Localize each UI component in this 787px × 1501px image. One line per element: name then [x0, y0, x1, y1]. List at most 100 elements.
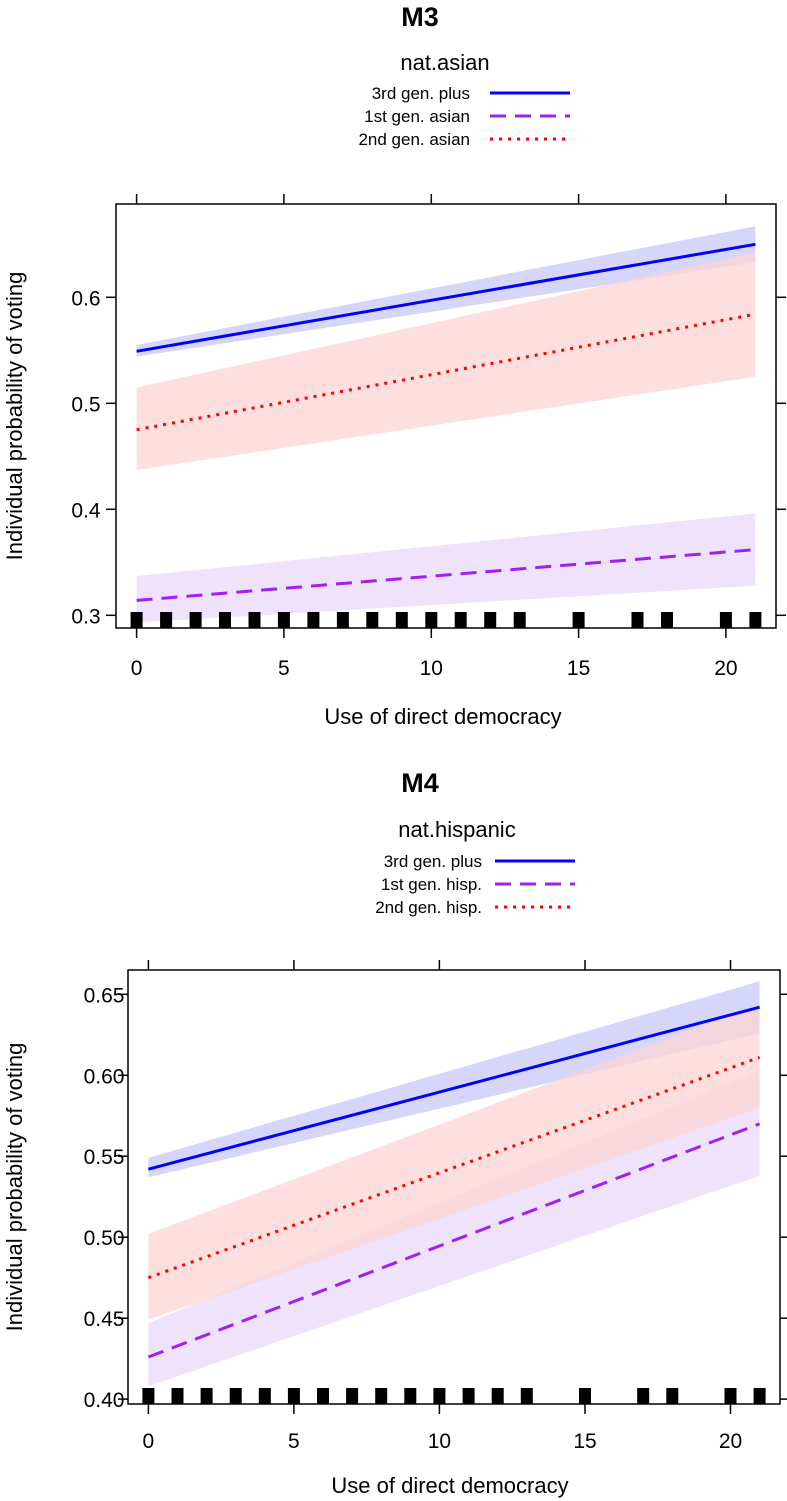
rug-marks-m3	[130, 612, 762, 628]
rug-mark	[666, 1388, 679, 1404]
series-lines-m4	[147, 1005, 761, 1359]
series-line-3rd-gen-m4	[148, 1005, 760, 1171]
y-axis-ticks-m3: 0.3 0.4 0.5 0.6	[71, 287, 786, 628]
x-axis-ticks-m4: 0 5 10 15 20	[143, 960, 742, 1453]
rug-marks-m4	[142, 1388, 766, 1404]
x-tick-label: 5	[288, 1430, 300, 1453]
legend-label-1st-gen-m3: 1st gen. asian	[364, 107, 470, 126]
plot-frame-m3	[115, 203, 777, 629]
chart-title-m3: M3	[401, 2, 439, 32]
y-tick-label: 0.40	[84, 1389, 125, 1412]
rug-mark	[749, 612, 762, 628]
rug-mark	[395, 612, 408, 628]
legend-title-m4: nat.hispanic	[398, 817, 515, 842]
x-tick-label: 5	[278, 657, 290, 680]
rug-mark	[366, 612, 379, 628]
rug-mark	[375, 1388, 388, 1404]
rug-mark	[579, 1388, 591, 1404]
rug-mark	[219, 612, 231, 628]
rug-mark	[513, 612, 526, 628]
x-tick-label: 20	[719, 1430, 742, 1453]
series-lines-m3	[136, 242, 756, 602]
x-tick-label: 15	[573, 1430, 596, 1453]
panel-m3: M3 nat.asian 3rd gen. plus 1st gen. asia…	[2, 2, 786, 729]
x-tick-label: 0	[131, 657, 143, 680]
rug-mark	[462, 1388, 475, 1404]
y-axis-label-m4: Individual probability of voting	[2, 1043, 27, 1332]
x-tick-label: 10	[420, 657, 443, 680]
plot-area-m3	[130, 226, 762, 628]
x-axis-label-m4: Use of direct democracy	[331, 1473, 568, 1498]
rug-mark	[346, 1388, 359, 1404]
rug-mark	[200, 1388, 213, 1404]
rug-mark	[637, 1388, 650, 1404]
rug-mark	[171, 1388, 184, 1404]
panel-m4: M4 nat.hispanic 3rd gen. plus 1st gen. h…	[2, 768, 787, 1498]
series-line-1st-gen-m3	[136, 548, 756, 602]
rug-mark	[189, 612, 202, 628]
plot-frame-m4	[127, 969, 781, 1405]
confidence-bands-m4	[148, 981, 760, 1387]
confidence-bands-m3	[136, 226, 756, 623]
series-line-1st-gen-m4	[147, 1122, 761, 1359]
rug-mark	[248, 612, 261, 628]
confidence-band-1st-gen-m3	[136, 513, 756, 623]
x-axis-label-m3: Use of direct democracy	[324, 704, 561, 729]
rug-mark	[229, 1388, 242, 1404]
x-tick-label: 10	[428, 1430, 451, 1453]
rug-mark	[287, 1388, 300, 1404]
rug-mark	[454, 612, 467, 628]
rug-mark	[661, 612, 673, 628]
rug-mark	[484, 612, 497, 628]
rug-mark	[491, 1388, 504, 1404]
y-tick-label: 0.45	[84, 1308, 125, 1331]
rug-mark	[753, 1388, 766, 1404]
rug-mark	[433, 1388, 446, 1404]
x-axis-ticks-m3: 0 5 10 15 20	[131, 194, 738, 680]
rug-mark	[258, 1388, 271, 1404]
y-tick-label: 0.4	[71, 499, 101, 522]
rug-mark	[631, 612, 644, 628]
legend-label-3rd-gen-m4: 3rd gen. plus	[384, 852, 482, 871]
y-axis-ticks-m4: 0.40 0.45 0.50 0.55 0.60 0.65	[84, 984, 787, 1412]
legend-m4: 3rd gen. plus 1st gen. hisp. 2nd gen. hi…	[375, 852, 575, 917]
series-line-3rd-gen-m3	[136, 242, 756, 353]
legend-label-2nd-gen-m4: 2nd gen. hisp.	[375, 898, 482, 917]
y-tick-label: 0.6	[71, 287, 100, 310]
x-tick-label: 15	[567, 657, 590, 680]
chart-title-m4: M4	[401, 768, 439, 798]
x-tick-label: 0	[143, 1430, 155, 1453]
rug-mark	[317, 1388, 329, 1404]
y-axis-label-m3: Individual probability of voting	[2, 272, 27, 561]
legend-label-2nd-gen-m3: 2nd gen. asian	[358, 130, 470, 149]
rug-mark	[719, 612, 732, 628]
confidence-band-2nd-gen-m3	[136, 252, 756, 471]
legend-title-m3: nat.asian	[400, 50, 489, 75]
rug-mark	[404, 1388, 417, 1404]
rug-mark	[307, 612, 320, 628]
rug-mark	[160, 612, 173, 628]
legend-label-3rd-gen-m3: 3rd gen. plus	[372, 84, 470, 103]
series-line-2nd-gen-m3	[136, 312, 756, 432]
y-tick-label: 0.55	[84, 1146, 125, 1169]
rug-mark	[130, 612, 143, 628]
series-line-2nd-gen-m4	[147, 1055, 761, 1280]
y-tick-label: 0.65	[84, 984, 125, 1007]
legend-label-1st-gen-m4: 1st gen. hisp.	[381, 875, 482, 894]
rug-mark	[724, 1388, 737, 1404]
legend-m3: 3rd gen. plus 1st gen. asian 2nd gen. as…	[358, 84, 570, 149]
rug-mark	[336, 612, 349, 628]
y-tick-label: 0.50	[84, 1227, 125, 1250]
confidence-band-2nd-gen-m4	[148, 1004, 760, 1320]
plot-area-m4	[142, 981, 766, 1404]
y-tick-label: 0.5	[71, 393, 100, 416]
rug-mark	[142, 1388, 155, 1404]
x-tick-label: 20	[714, 657, 737, 680]
rug-mark	[520, 1388, 533, 1404]
rug-mark	[425, 612, 438, 628]
y-tick-label: 0.60	[84, 1065, 125, 1088]
y-tick-label: 0.3	[71, 605, 100, 628]
rug-mark	[277, 612, 290, 628]
rug-mark	[572, 612, 585, 628]
